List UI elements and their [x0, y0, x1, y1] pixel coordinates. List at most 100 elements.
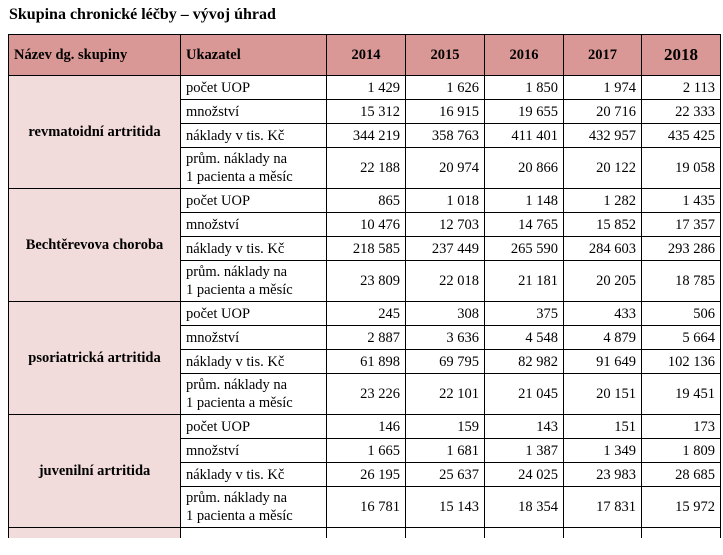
value-cell: 20 122: [563, 147, 642, 189]
value-cell: 5 664: [641, 325, 721, 350]
value-cell: 19 058: [641, 147, 721, 189]
table-row: náklady v tis. Kč 26 195 25 637 24 025 23 98…: [9, 462, 721, 487]
table-row: náklady v tis. Kč 344 219 358 763 411 401 43…: [9, 123, 721, 148]
value-cell: 102 136: [641, 349, 721, 374]
value-cell: 16 781: [326, 486, 406, 528]
indicator-line: prům. náklady na: [186, 490, 288, 506]
value-cell: 22 101: [405, 373, 485, 415]
value-cell: 1 974: [563, 75, 642, 100]
value-cell: 22 188: [326, 147, 406, 189]
value-cell: 23 983: [563, 462, 642, 487]
indicator-cell: počet UOP: [180, 188, 327, 213]
indicator-line: 1 pacienta a měsíc: [186, 395, 293, 411]
table-row: náklady v tis. Kč 61 898 69 795 82 982 91 64…: [9, 349, 721, 374]
indicator-cell: prům. náklady na 1 pacienta a měsíc: [180, 147, 327, 189]
value-cell: 411 401: [484, 123, 564, 148]
value-cell: 21 181: [484, 260, 564, 302]
value-cell: 19 655: [484, 99, 564, 124]
value-cell: 218 585: [326, 236, 406, 261]
value-cell: 22 333: [641, 99, 721, 124]
value-cell: 865: [326, 188, 406, 213]
indicator-line: prům. náklady na: [186, 151, 288, 167]
indicator-cell: počet UOP: [180, 414, 327, 439]
table-row: revmatoidní artritida počet UOP 1 429 1 626…: [8, 75, 721, 189]
value-cell: 3 636: [405, 325, 485, 350]
indicator-cell: prům. náklady na 1 pacienta a měsíc: [180, 373, 327, 415]
value-cell: 15 972: [641, 486, 721, 528]
value-cell: 151: [563, 414, 642, 439]
value-cell: 1 349: [563, 438, 642, 463]
value-cell: 4 879: [563, 325, 642, 350]
table-row: náklady v tis. Kč 218 585 237 449 265 590 28…: [9, 236, 721, 261]
indicator-cell: množství: [180, 325, 327, 350]
value-cell: 1 850: [484, 75, 564, 100]
table-row: množství 2 887 3 636 4 548 4 879 5 664: [9, 325, 721, 350]
value-cell: 344 219: [326, 123, 406, 148]
value-cell: 28 685: [641, 462, 721, 487]
header-year: 2016: [484, 34, 564, 76]
partial-cell: [180, 527, 327, 538]
table-row: prům. náklady na 1 pacienta a měsíc 23 809…: [9, 260, 721, 302]
value-cell: 15 143: [405, 486, 485, 528]
value-cell: 24 025: [484, 462, 564, 487]
group-name-cell: Bechtěrevova choroba: [8, 188, 181, 302]
value-cell: 20 205: [563, 260, 642, 302]
value-cell: 15 312: [326, 99, 406, 124]
indicator-line: prům. náklady na: [186, 377, 288, 393]
value-cell: 22 018: [405, 260, 485, 302]
value-cell: 25 637: [405, 462, 485, 487]
value-cell: 82 982: [484, 349, 564, 374]
indicator-cell: počet UOP: [180, 75, 327, 100]
value-cell: 2 113: [641, 75, 721, 100]
table-row: množství 15 312 16 915 19 655 20 716 22 333: [9, 99, 721, 124]
table-row: Bechtěrevova choroba počet UOP 865 1 018 1 1…: [8, 188, 721, 302]
value-cell: 19 451: [641, 373, 721, 415]
value-cell: 265 590: [484, 236, 564, 261]
value-cell: 173: [641, 414, 721, 439]
table-row: prům. náklady na 1 pacienta a měsíc 23 226…: [9, 373, 721, 415]
partial-cell: [8, 527, 181, 538]
table-row: psoriatrická artritida počet UOP 245 308 375…: [8, 301, 721, 415]
indicator-cell: náklady v tis. Kč: [180, 349, 327, 374]
indicator-cell: množství: [180, 212, 327, 237]
partial-cell: [484, 527, 564, 538]
group-name-cell: psoriatrická artritida: [8, 301, 181, 415]
header-indicator: Ukazatel: [180, 34, 327, 76]
header-year: 2018: [641, 34, 721, 76]
table-row: prům. náklady na 1 pacienta a měsíc 22 188…: [9, 147, 721, 189]
value-cell: 506: [641, 301, 721, 326]
value-cell: 432 957: [563, 123, 642, 148]
value-cell: 1 282: [563, 188, 642, 213]
indicator-line: 1 pacienta a měsíc: [186, 508, 293, 524]
value-cell: 1 018: [405, 188, 485, 213]
header-row: Název dg. skupiny Ukazatel 2014 2015 201…: [8, 34, 721, 76]
value-cell: 1 148: [484, 188, 564, 213]
value-cell: 1 435: [641, 188, 721, 213]
value-cell: 358 763: [405, 123, 485, 148]
indicator-cell: náklady v tis. Kč: [180, 236, 327, 261]
value-cell: 4 548: [484, 325, 564, 350]
indicator-cell: prům. náklady na 1 pacienta a měsíc: [180, 260, 327, 302]
value-cell: 245: [326, 301, 406, 326]
value-cell: 21 045: [484, 373, 564, 415]
reimbursement-table: Název dg. skupiny Ukazatel 2014 2015 201…: [8, 34, 721, 538]
table-row: juvenilní artritida počet UOP 146 159 143 151…: [8, 414, 721, 528]
value-cell: 284 603: [563, 236, 642, 261]
group-name-cell: revmatoidní artritida: [8, 75, 181, 189]
header-group-name: Název dg. skupiny: [8, 34, 181, 76]
value-cell: 1 429: [326, 75, 406, 100]
value-cell: 14 765: [484, 212, 564, 237]
value-cell: 1 665: [326, 438, 406, 463]
table-title: Skupina chronické léčby – vývoj úhrad: [9, 6, 276, 23]
value-cell: 18 354: [484, 486, 564, 528]
value-cell: 61 898: [326, 349, 406, 374]
table-row-partial: [8, 527, 721, 538]
value-cell: 20 151: [563, 373, 642, 415]
value-cell: 12 703: [405, 212, 485, 237]
value-cell: 20 716: [563, 99, 642, 124]
value-cell: 16 915: [405, 99, 485, 124]
table-row: množství 10 476 12 703 14 765 15 852 17 357: [9, 212, 721, 237]
value-cell: 69 795: [405, 349, 485, 374]
value-cell: 91 649: [563, 349, 642, 374]
value-cell: 26 195: [326, 462, 406, 487]
